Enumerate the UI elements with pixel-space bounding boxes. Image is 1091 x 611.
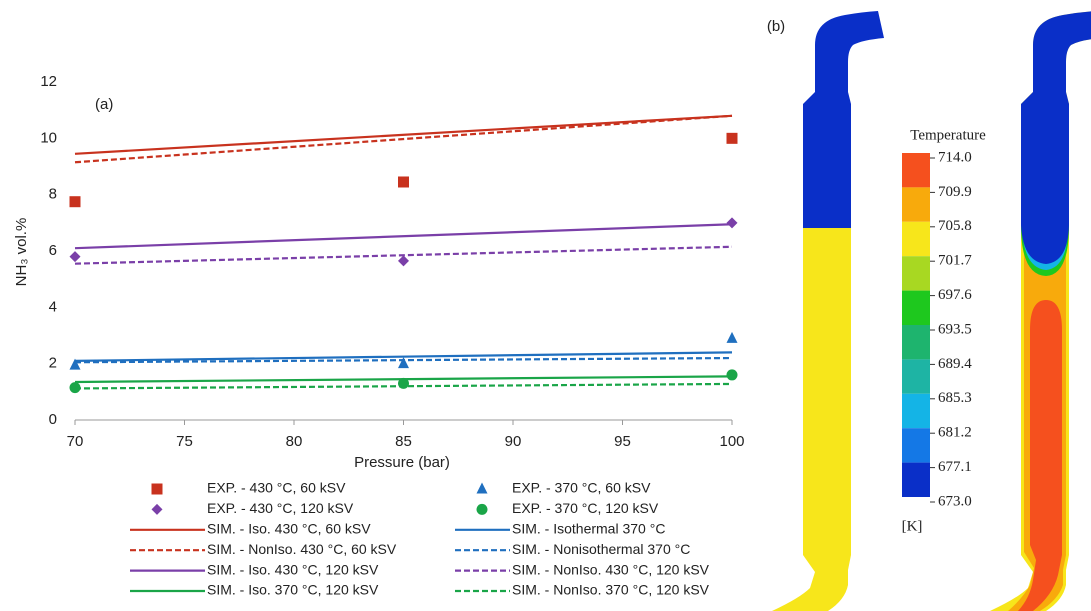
legend-label: SIM. - NonIso. 430 °C, 120 kSV [512, 561, 710, 577]
legend-label: EXP. - 370 °C, 60 kSV [512, 480, 651, 496]
colorbar-tick-label: 673.0 [938, 493, 972, 509]
marker [726, 217, 738, 229]
colorbar-tick-label: 709.9 [938, 184, 972, 200]
series-line [74, 382, 733, 390]
marker [69, 251, 81, 263]
y-tick-label: 8 [49, 186, 57, 203]
colorbar-tick-label: 701.7 [938, 253, 972, 269]
marker [726, 132, 738, 144]
x-tick-label: 70 [67, 433, 84, 450]
colorbar-tick-label: 685.3 [938, 390, 972, 406]
legend-symbol [151, 503, 163, 515]
panel-label: (b) [767, 18, 785, 35]
y-axis-label: NH₃ vol.% [13, 218, 30, 287]
legend-label: SIM. - Iso. 370 °C, 120 kSV [207, 582, 379, 598]
colorbar-band [902, 428, 930, 463]
colorbar-band [902, 359, 930, 394]
y-tick-label: 4 [49, 298, 57, 315]
legend-label: EXP. - 430 °C, 120 kSV [207, 500, 354, 516]
colorbar-tick-label: 677.1 [938, 459, 972, 475]
colorbar-tick-label: 681.2 [938, 425, 972, 441]
reactor-right [990, 11, 1091, 611]
marker [726, 369, 738, 381]
series-line [74, 375, 733, 384]
series-line [74, 356, 733, 364]
y-tick-label: 6 [49, 242, 57, 259]
colorbar-tick-label: 705.8 [938, 218, 972, 234]
x-tick-label: 95 [614, 433, 631, 450]
legend-label: SIM. - Iso. 430 °C, 120 kSV [207, 561, 379, 577]
legend-symbol [476, 503, 488, 515]
colorbar-band [902, 290, 930, 325]
marker [398, 357, 409, 369]
x-axis-label: Pressure (bar) [354, 454, 450, 471]
legend-symbol [476, 482, 488, 494]
series-line [74, 114, 733, 164]
series-line [74, 245, 733, 265]
legend-label: SIM. - NonIso. 370 °C, 120 kSV [512, 582, 710, 598]
legend-label: EXP. - 430 °C, 60 kSV [207, 480, 346, 496]
legend-label: SIM. - NonIso. 430 °C, 60 kSV [207, 541, 397, 557]
y-tick-label: 0 [49, 411, 57, 428]
legend-label: SIM. - Iso. 430 °C, 60 kSV [207, 521, 371, 537]
legend-symbol [151, 483, 163, 495]
marker [69, 196, 81, 208]
colorbar-band [902, 325, 930, 360]
legend-label: SIM. - Nonisothermal 370 °C [512, 541, 690, 557]
y-tick-label: 2 [49, 355, 57, 372]
colorbar-tick-label: 689.4 [938, 356, 972, 372]
x-tick-label: 80 [286, 433, 303, 450]
colorbar-band [902, 393, 930, 429]
colorbar-tick-label: 693.5 [938, 321, 972, 337]
colorbar-unit: [K] [902, 518, 923, 534]
marker [398, 176, 409, 188]
panel-label: (a) [95, 96, 113, 113]
y-tick-label: 12 [40, 73, 57, 90]
x-tick-label: 100 [719, 433, 744, 450]
colorbar-band [902, 153, 930, 188]
colorbar-tick-label: 714.0 [938, 149, 972, 165]
colorbar-tick-label: 697.6 [938, 287, 972, 303]
colorbar-title: Temperature [910, 127, 986, 143]
series-line [74, 223, 733, 250]
marker [726, 331, 738, 343]
colorbar-band [902, 256, 930, 291]
marker [398, 255, 409, 267]
y-tick-label: 10 [40, 129, 57, 146]
x-tick-label: 75 [176, 433, 193, 450]
series-line [74, 114, 733, 155]
reactor-left [772, 11, 884, 611]
colorbar-band [902, 187, 930, 222]
legend-label: EXP. - 370 °C, 120 kSV [512, 500, 659, 516]
series-line [74, 351, 733, 362]
legend-label: SIM. - Isothermal 370 °C [512, 521, 665, 537]
colorbar-band [902, 462, 930, 497]
marker [69, 358, 81, 370]
x-tick-label: 90 [505, 433, 522, 450]
x-tick-label: 85 [395, 433, 412, 450]
colorbar-band [902, 221, 930, 257]
